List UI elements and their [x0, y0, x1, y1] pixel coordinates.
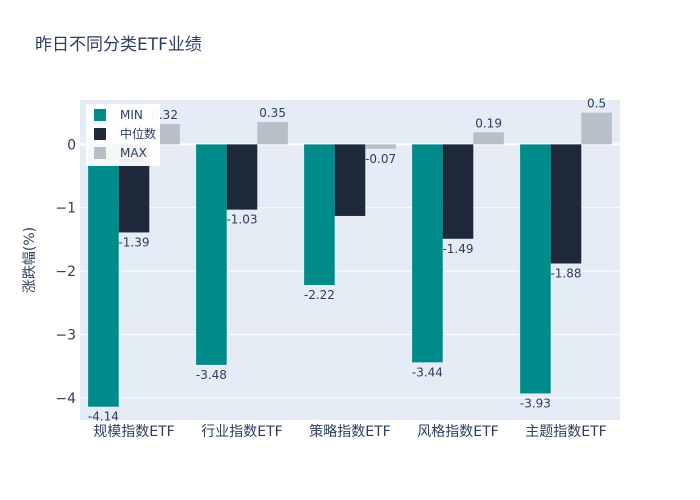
legend-swatch[interactable]: [94, 128, 106, 140]
data-label: -0.07: [365, 152, 396, 166]
legend[interactable]: MIN 中位数 MAX: [86, 104, 160, 166]
data-label: -3.93: [520, 396, 551, 410]
legend-swatch[interactable]: [94, 109, 106, 121]
x-tick-label: 风格指数ETF: [417, 424, 498, 440]
bar-中位数[interactable]: [226, 144, 258, 210]
bar-MAX[interactable]: [257, 122, 288, 145]
bar-MIN[interactable]: [88, 144, 119, 407]
data-labels: -4.14-1.390.32-3.48-1.030.35-2.22-0.07-3…: [88, 97, 606, 424]
bar-MIN[interactable]: [196, 144, 227, 365]
y-tick-label: 0: [67, 137, 76, 153]
x-tick-label: 主题指数ETF: [525, 424, 606, 440]
x-tick-label: 策略指数ETF: [309, 423, 390, 440]
data-label: -1.03: [226, 213, 257, 227]
bar-MIN[interactable]: [304, 144, 335, 286]
bar-中位数[interactable]: [550, 144, 582, 264]
data-label: -1.39: [118, 235, 149, 249]
data-label: -2.22: [304, 288, 335, 302]
data-label: 0.35: [259, 106, 286, 120]
bar-MIN[interactable]: [520, 144, 551, 394]
data-label: 0.5: [587, 97, 606, 111]
bar-中位数[interactable]: [334, 144, 366, 216]
y-tick-label: −2: [55, 264, 76, 280]
bar-MIN[interactable]: [412, 144, 443, 363]
x-tick-label: 规模指数ETF: [93, 424, 174, 440]
data-label: -3.48: [196, 368, 227, 382]
data-label: -1.88: [550, 266, 581, 280]
axes: 0 −1 −2 −3 −4 规模指数ETF 行业指数ETF 策略指数ETF 风格指数ETF 主题指…: [55, 137, 606, 440]
legend-label[interactable]: 中位数: [120, 126, 156, 141]
chart-title: 昨日不同分类ETF业绩: [35, 35, 202, 55]
data-label: -1.49: [442, 242, 473, 256]
legend-swatch[interactable]: [94, 147, 106, 159]
data-label: -4.14: [88, 410, 119, 424]
legend-label[interactable]: MIN: [120, 108, 143, 122]
y-axis-label: 涨跌幅(%): [22, 227, 38, 293]
bar-中位数[interactable]: [442, 144, 474, 239]
bar-MAX[interactable]: [473, 132, 504, 145]
y-tick-label: −1: [55, 201, 76, 217]
data-label: 0.19: [475, 116, 502, 130]
bar-MAX[interactable]: [581, 112, 612, 145]
x-tick-label: 行业指数ETF: [201, 424, 282, 440]
y-tick-label: −4: [55, 391, 76, 407]
bar-MAX[interactable]: [365, 144, 396, 149]
data-label: -3.44: [412, 365, 443, 379]
legend-label[interactable]: MAX: [120, 146, 147, 160]
y-tick-label: −3: [55, 327, 76, 343]
